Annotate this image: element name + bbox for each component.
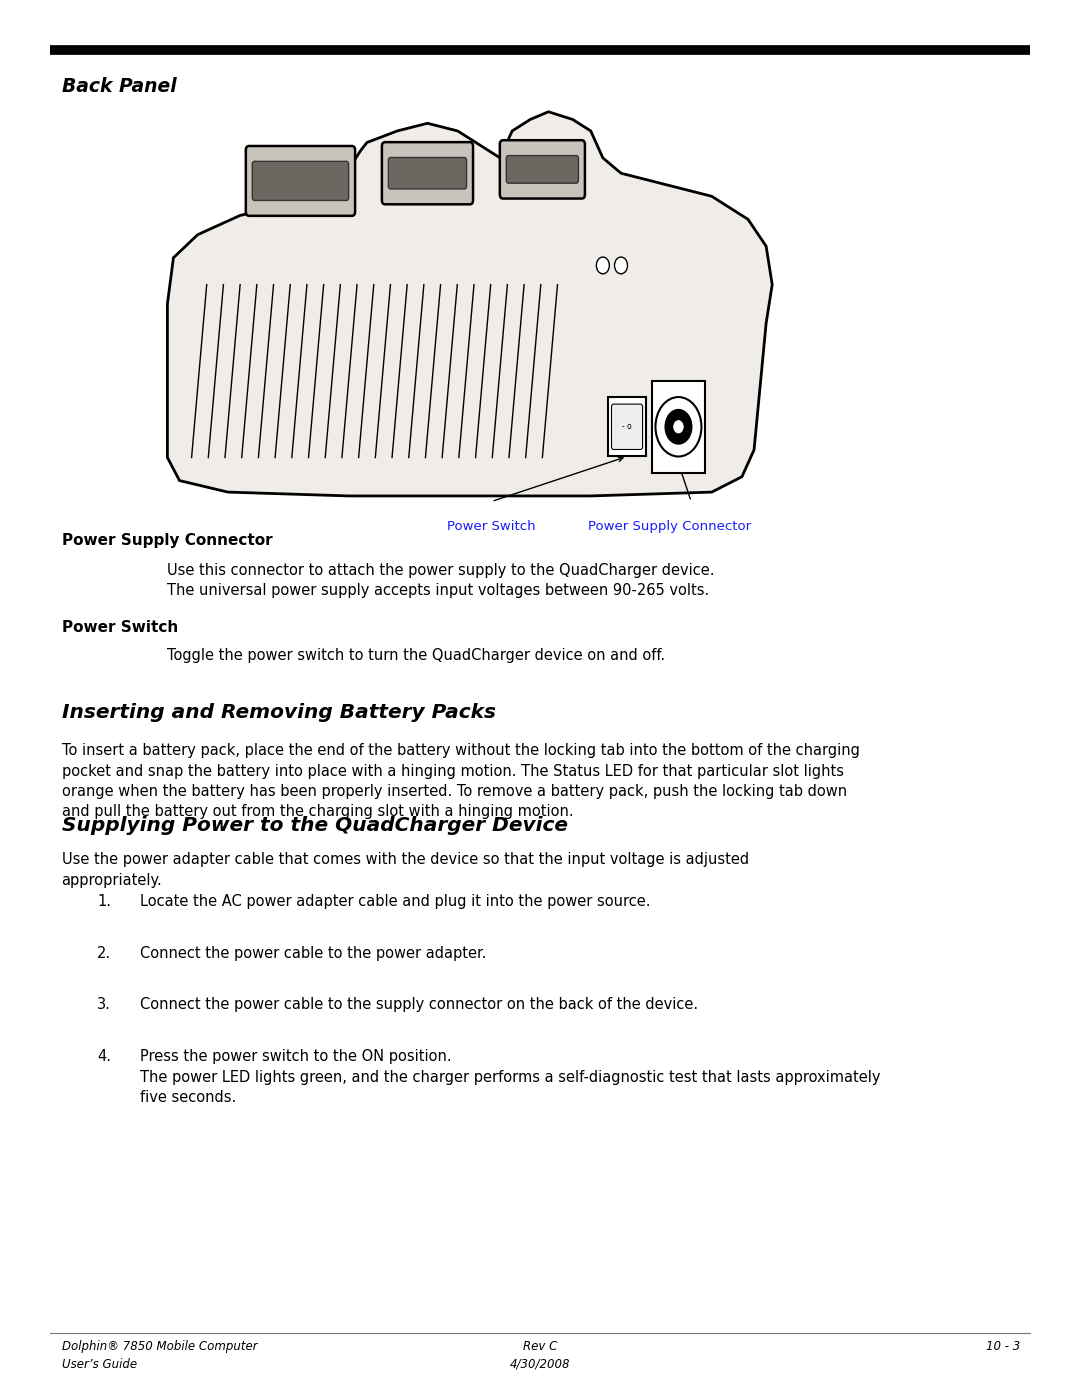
FancyBboxPatch shape [500, 140, 585, 198]
Text: - o: - o [622, 422, 632, 432]
Text: To insert a battery pack, place the end of the battery without the locking tab i: To insert a battery pack, place the end … [62, 743, 860, 820]
Text: Use this connector to attach the power supply to the QuadCharger device.
The uni: Use this connector to attach the power s… [167, 563, 715, 598]
Text: Connect the power cable to the supply connector on the back of the device.: Connect the power cable to the supply co… [140, 997, 699, 1013]
Circle shape [665, 409, 692, 444]
Text: Power Switch: Power Switch [62, 620, 178, 636]
FancyBboxPatch shape [246, 147, 355, 215]
Text: Locate the AC power adapter cable and plug it into the power source.: Locate the AC power adapter cable and pl… [140, 894, 651, 909]
Circle shape [656, 397, 701, 457]
Text: User’s Guide: User’s Guide [62, 1358, 137, 1370]
FancyBboxPatch shape [382, 142, 473, 204]
Text: Use the power adapter cable that comes with the device so that the input voltage: Use the power adapter cable that comes w… [62, 852, 748, 887]
Text: Toggle the power switch to turn the QuadCharger device on and off.: Toggle the power switch to turn the Quad… [167, 648, 665, 664]
Text: Press the power switch to the ON position.
The power LED lights green, and the c: Press the power switch to the ON positio… [140, 1049, 881, 1105]
Text: 3.: 3. [97, 997, 111, 1013]
FancyBboxPatch shape [652, 381, 705, 472]
FancyBboxPatch shape [507, 155, 579, 183]
Text: 4/30/2008: 4/30/2008 [510, 1358, 570, 1370]
Text: Power Supply Connector: Power Supply Connector [588, 520, 752, 532]
Text: Connect the power cable to the power adapter.: Connect the power cable to the power ada… [140, 946, 487, 961]
Text: 4.: 4. [97, 1049, 111, 1065]
Text: Supplying Power to the QuadCharger Device: Supplying Power to the QuadCharger Devic… [62, 816, 568, 835]
Circle shape [596, 257, 609, 274]
Circle shape [674, 420, 684, 433]
Text: Rev C: Rev C [523, 1340, 557, 1352]
FancyBboxPatch shape [611, 404, 643, 450]
Text: Back Panel: Back Panel [62, 77, 176, 96]
Text: Power Switch: Power Switch [447, 520, 536, 532]
Text: 2.: 2. [97, 946, 111, 961]
FancyBboxPatch shape [253, 162, 349, 200]
Polygon shape [167, 112, 772, 496]
Text: Power Supply Connector: Power Supply Connector [62, 532, 272, 548]
FancyBboxPatch shape [608, 397, 646, 457]
Text: Inserting and Removing Battery Packs: Inserting and Removing Battery Packs [62, 703, 496, 722]
FancyBboxPatch shape [389, 158, 467, 189]
Text: 10 - 3: 10 - 3 [986, 1340, 1021, 1352]
Circle shape [615, 257, 627, 274]
Text: 1.: 1. [97, 894, 111, 909]
Text: Dolphin® 7850 Mobile Computer: Dolphin® 7850 Mobile Computer [62, 1340, 257, 1352]
